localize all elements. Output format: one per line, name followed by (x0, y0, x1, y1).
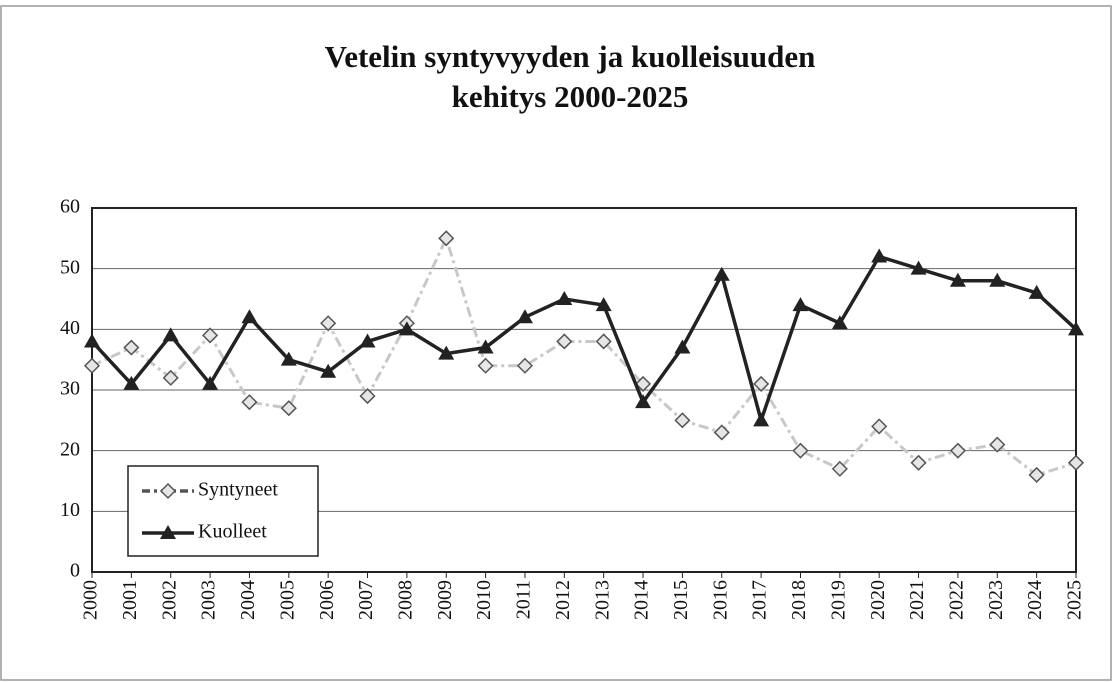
x-tick-label: 2016 (709, 580, 731, 620)
marker (241, 309, 258, 324)
x-tick-label: 2002 (158, 580, 180, 620)
marker (989, 272, 1006, 287)
marker (359, 388, 376, 405)
marker (280, 351, 297, 366)
marker (871, 248, 888, 263)
marker (910, 454, 927, 471)
frame (0, 5, 1112, 681)
marker (595, 333, 612, 350)
marker (595, 297, 612, 312)
marker (202, 327, 219, 344)
marker (241, 394, 258, 411)
marker (556, 291, 573, 305)
legend-label: Syntyneet (198, 479, 278, 501)
legend-label: Kuolleet (198, 521, 267, 543)
marker (398, 321, 415, 336)
marker (1067, 454, 1085, 471)
x-tick-label: 2005 (276, 580, 298, 620)
marker (123, 339, 140, 356)
x-tick-label: 2012 (552, 580, 574, 620)
legend-marker (160, 525, 176, 539)
marker (280, 400, 297, 417)
x-tick-label: 2025 (1064, 580, 1086, 620)
x-tick-label: 2004 (237, 580, 259, 620)
y-tick-label: 20 (60, 438, 80, 460)
x-tick-label: 2013 (591, 580, 613, 620)
marker (1068, 321, 1084, 336)
x-tick-label: 2023 (985, 580, 1007, 620)
marker (949, 442, 966, 459)
x-tick-label: 2015 (670, 580, 692, 620)
marker (792, 297, 809, 312)
y-tick-label: 30 (60, 378, 80, 400)
legend-marker (159, 482, 177, 500)
marker (635, 394, 652, 409)
y-tick-label: 60 (60, 196, 80, 218)
y-tick-label: 50 (60, 256, 80, 278)
marker (84, 333, 100, 348)
marker (123, 375, 140, 390)
marker (674, 412, 691, 429)
x-tick-label: 2014 (631, 580, 653, 620)
y-tick-label: 0 (70, 560, 80, 582)
chart-title: kehitys 2000-2025 (452, 79, 689, 114)
series-line (91, 234, 1077, 477)
marker (359, 333, 376, 348)
marker (713, 266, 730, 281)
marker (753, 412, 770, 427)
marker (320, 315, 337, 332)
x-tick-label: 2022 (946, 580, 968, 620)
x-tick-label: 2018 (788, 580, 810, 620)
marker (320, 363, 337, 378)
x-tick-label: 2001 (119, 580, 141, 620)
marker (438, 230, 455, 247)
series-line (90, 254, 1078, 427)
marker (202, 375, 219, 390)
plot-area (91, 207, 1077, 573)
x-tick-label: 2000 (80, 580, 102, 620)
x-tick-label: 2020 (867, 580, 889, 620)
marker (831, 315, 848, 330)
chart-title: Vetelin syntyvyyden ja kuolleisuuden (325, 39, 816, 74)
x-tick-label: 2021 (906, 580, 928, 620)
marker (1028, 466, 1045, 483)
marker (162, 327, 179, 342)
marker (910, 260, 927, 275)
x-tick-label: 2024 (1024, 580, 1046, 620)
x-tick-label: 2011 (513, 580, 535, 619)
x-tick-label: 2008 (394, 580, 416, 620)
x-tick-label: 2019 (827, 580, 849, 620)
marker (516, 309, 533, 324)
marker (792, 442, 809, 459)
marker (871, 418, 888, 435)
marker (1028, 284, 1045, 299)
marker (713, 424, 730, 441)
marker (634, 375, 652, 392)
legend-box (127, 465, 319, 557)
marker (477, 357, 494, 374)
x-tick-label: 2017 (749, 580, 771, 620)
marker (949, 272, 966, 287)
x-tick-label: 2003 (198, 580, 220, 620)
marker (831, 460, 848, 477)
marker (556, 333, 573, 350)
marker (477, 339, 494, 354)
y-tick-label: 10 (60, 499, 80, 521)
x-tick-label: 2010 (473, 580, 495, 620)
marker (438, 345, 455, 360)
x-tick-label: 2007 (355, 580, 377, 620)
marker (83, 357, 101, 374)
marker (753, 375, 770, 392)
marker (674, 339, 691, 354)
x-tick-label: 2009 (434, 580, 456, 620)
marker (989, 436, 1006, 453)
marker (162, 369, 179, 386)
x-tick-label: 2006 (316, 580, 338, 620)
y-tick-label: 40 (60, 317, 80, 339)
marker (516, 357, 534, 374)
